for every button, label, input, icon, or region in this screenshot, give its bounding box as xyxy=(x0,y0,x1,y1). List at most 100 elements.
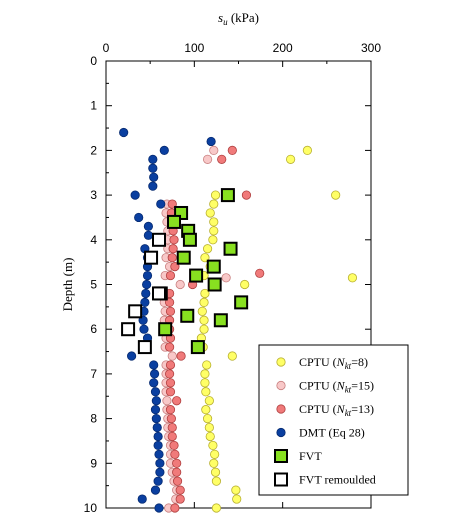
y-tick-label: 9 xyxy=(90,456,97,470)
legend-label: FVT remoulded xyxy=(299,473,376,487)
point-cptu-nkt-13 xyxy=(165,306,176,316)
point-cptu-nkt-15 xyxy=(162,396,172,406)
point-dmt-eq-28 xyxy=(143,230,153,240)
point-cptu-nkt-8 xyxy=(302,145,312,155)
point-cptu-nkt-8 xyxy=(201,405,211,415)
point-fvt xyxy=(207,277,222,292)
point-dmt-eq-28 xyxy=(139,324,149,334)
point-cptu-nkt-15 xyxy=(175,279,185,290)
point-cptu-nkt-13 xyxy=(168,244,178,254)
point-cptu-nkt-8 xyxy=(232,494,242,504)
point-cptu-nkt-8 xyxy=(199,297,209,307)
legend-label: CPTU (Nkt=8) xyxy=(299,355,368,371)
y-tick-label: 6 xyxy=(90,322,97,336)
point-cptu-nkt-8 xyxy=(211,476,222,486)
y-tick-label: 8 xyxy=(90,412,97,426)
point-dmt-eq-28 xyxy=(148,154,158,164)
point-dmt-eq-28 xyxy=(154,449,164,459)
point-cptu-nkt-8 xyxy=(209,199,219,209)
point-dmt-eq-28 xyxy=(150,485,161,495)
point-cptu-nkt-8 xyxy=(240,279,250,290)
point-cptu-nkt-13 xyxy=(170,449,180,459)
x-axis-title: su (kPa) xyxy=(218,10,259,27)
legend: CPTU (Nkt=8) CPTU (Nkt=15) CPTU (Nkt=13) DM… xyxy=(258,344,409,496)
point-cptu-nkt-15 xyxy=(202,154,213,164)
x-tick-label: 100 xyxy=(184,41,204,55)
point-cptu-nkt-8 xyxy=(204,396,214,406)
point-cptu-nkt-8 xyxy=(210,467,221,477)
point-fvt-remoulded xyxy=(152,286,166,301)
y-tick-label: 7 xyxy=(90,367,97,381)
point-cptu-nkt-13 xyxy=(165,405,176,415)
point-cptu-nkt-8 xyxy=(202,244,213,254)
point-cptu-nkt-8 xyxy=(209,458,219,468)
legend-label: DMT (Eq 28) xyxy=(299,426,365,440)
point-dmt-eq-28 xyxy=(150,405,161,415)
point-cptu-nkt-13 xyxy=(165,360,176,370)
data-points xyxy=(119,127,358,513)
y-tick-label: 1 xyxy=(90,99,97,113)
point-cptu-nkt-13 xyxy=(170,503,180,513)
point-cptu-nkt-8 xyxy=(209,226,219,236)
point-dmt-eq-28 xyxy=(151,413,161,424)
point-cptu-nkt-13 xyxy=(172,458,182,468)
legend-marker xyxy=(276,357,286,367)
point-dmt-eq-28 xyxy=(206,136,216,147)
point-cptu-nkt-13 xyxy=(175,485,185,495)
point-cptu-nkt-13 xyxy=(175,494,185,504)
point-cptu-nkt-8 xyxy=(205,431,215,442)
point-cptu-nkt-8 xyxy=(199,324,209,334)
y-tick-label: 0 xyxy=(90,54,97,68)
point-dmt-eq-28 xyxy=(142,270,153,281)
point-dmt-eq-28 xyxy=(150,387,161,397)
point-fvt xyxy=(220,188,235,203)
point-dmt-eq-28 xyxy=(153,431,163,442)
point-cptu-nkt-13 xyxy=(167,431,177,442)
point-cptu-nkt-8 xyxy=(201,387,211,397)
point-cptu-nkt-13 xyxy=(165,387,176,397)
point-cptu-nkt-13 xyxy=(169,235,179,245)
point-cptu-nkt-8 xyxy=(205,208,215,218)
point-dmt-eq-28 xyxy=(148,163,158,173)
point-cptu-nkt-8 xyxy=(227,351,237,361)
point-dmt-eq-28 xyxy=(155,467,165,477)
point-cptu-nkt-13 xyxy=(166,413,176,424)
point-fvt xyxy=(223,241,238,256)
point-cptu-nkt-8 xyxy=(209,217,219,227)
point-fvt xyxy=(206,259,221,274)
point-dmt-eq-28 xyxy=(119,127,129,138)
point-cptu-nkt-8 xyxy=(208,235,218,245)
point-fvt-remoulded xyxy=(121,322,136,337)
point-dmt-eq-28 xyxy=(142,279,152,290)
legend-marker xyxy=(276,380,286,391)
point-dmt-eq-28 xyxy=(152,422,162,433)
point-cptu-nkt-8 xyxy=(286,154,296,164)
point-cptu-nkt-8 xyxy=(197,306,207,316)
point-cptu-nkt-8 xyxy=(200,378,210,388)
point-fvt xyxy=(158,322,173,337)
point-fvt-remoulded xyxy=(144,250,159,265)
point-cptu-nkt-8 xyxy=(211,503,222,513)
point-fvt xyxy=(182,232,197,247)
point-dmt-eq-28 xyxy=(149,360,159,370)
point-cptu-nkt-13 xyxy=(165,270,176,281)
point-dmt-eq-28 xyxy=(159,145,169,155)
point-cptu-nkt-13 xyxy=(217,154,227,164)
point-dmt-eq-28 xyxy=(149,369,160,379)
point-dmt-eq-28 xyxy=(141,288,151,299)
point-fvt xyxy=(189,268,204,283)
point-cptu-nkt-13 xyxy=(165,378,176,388)
point-fvt xyxy=(213,313,228,328)
legend-label: CPTU (Nkt=13) xyxy=(299,402,374,418)
y-tick-label: 3 xyxy=(90,188,97,202)
legend-marker xyxy=(274,449,288,463)
point-dmt-eq-28 xyxy=(156,199,166,209)
point-cptu-nkt-13 xyxy=(165,369,175,379)
point-fvt xyxy=(180,308,195,323)
point-dmt-eq-28 xyxy=(127,351,137,361)
legend-box xyxy=(258,344,409,496)
y-tick-label: 2 xyxy=(90,143,97,157)
point-fvt xyxy=(234,295,249,310)
point-fvt xyxy=(190,340,205,355)
y-tick-label: 10 xyxy=(84,501,98,515)
